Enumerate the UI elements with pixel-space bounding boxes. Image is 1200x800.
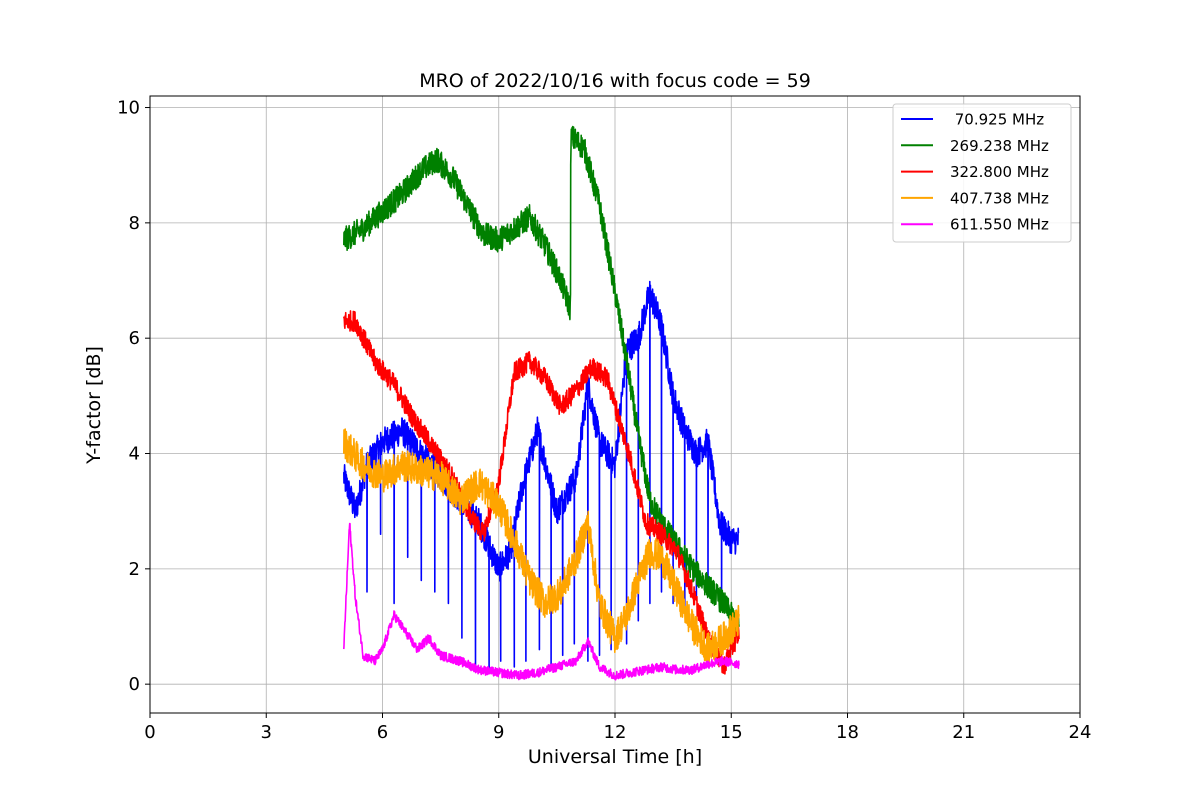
- y-axis-ticks: 0 2 4 6 8 10: [117, 98, 150, 695]
- x-tick-label: 0: [144, 722, 155, 743]
- x-tick-label: 21: [952, 722, 975, 743]
- legend: 70.925 MHz 269.238 MHz 322.800 MHz 407.738 …: [892, 103, 1072, 243]
- y-tick-label: 4: [129, 444, 140, 465]
- legend-box: [892, 103, 1072, 243]
- x-tick-label: 18: [836, 722, 859, 743]
- x-axis-ticks: 0 3 6 9 12 15 18 21 24: [144, 713, 1091, 743]
- y-tick-label: 10: [117, 98, 140, 119]
- y-tick-label: 6: [129, 328, 140, 349]
- legend-label: 70.925 MHz: [950, 111, 1044, 129]
- x-tick-label: 12: [604, 722, 627, 743]
- series-line-611-550-mhz: [343, 522, 740, 681]
- x-tick-label: 3: [261, 722, 272, 743]
- legend-label: 611.550 MHz: [950, 216, 1049, 234]
- x-tick-label: 9: [493, 722, 504, 743]
- y-tick-label: 2: [129, 559, 140, 580]
- legend-label: 407.738 MHz: [950, 189, 1049, 207]
- x-tick-label: 24: [1069, 722, 1092, 743]
- series-line-70-925-mhz: [343, 280, 740, 674]
- series-line-407-738-mhz: [343, 428, 740, 665]
- series-line-322-800-mhz: [343, 310, 740, 675]
- y-axis-label: Y-factor [dB]: [83, 346, 105, 465]
- x-tick-label: 6: [377, 722, 388, 743]
- x-tick-label: 15: [720, 722, 743, 743]
- chart-title: MRO of 2022/10/16 with focus code = 59: [419, 70, 811, 92]
- y-tick-label: 8: [129, 213, 140, 234]
- legend-label: 322.800 MHz: [950, 163, 1049, 181]
- legend-label: 269.238 MHz: [950, 137, 1049, 155]
- y-tick-label: 0: [129, 674, 140, 695]
- series-layer: [343, 125, 740, 681]
- x-axis-label: Universal Time [h]: [528, 746, 702, 768]
